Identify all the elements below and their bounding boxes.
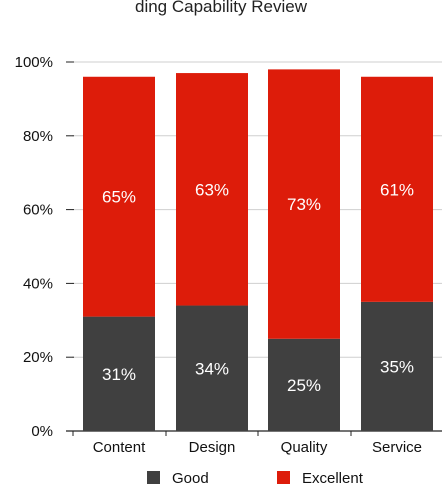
data-label: 61% <box>380 180 414 199</box>
bar-good-content <box>83 316 155 431</box>
y-tick-label: 40% <box>23 275 53 292</box>
bar-excellent-service <box>361 76 433 302</box>
bar-excellent-design <box>176 73 248 306</box>
y-tick-label: 60% <box>23 202 53 219</box>
data-label: 31% <box>102 365 136 384</box>
legend: Good Excellent <box>147 470 364 486</box>
x-tick-label: Content <box>93 439 146 456</box>
data-label: 25% <box>287 376 321 395</box>
data-label: 73% <box>287 195 321 214</box>
legend-label-excellent: Excellent <box>302 470 364 486</box>
y-tick-label: 20% <box>23 349 53 366</box>
legend-swatch-excellent <box>277 471 290 484</box>
bar-good-quality <box>268 338 340 431</box>
x-tick-label: Quality <box>281 439 328 456</box>
bar-excellent-content <box>83 76 155 317</box>
legend-swatch-good <box>147 471 160 484</box>
bar-good-design <box>176 305 248 431</box>
data-label: 34% <box>195 359 229 378</box>
x-axis: Content Design Quality Service <box>93 439 422 456</box>
bars <box>83 69 433 431</box>
chart-title: ding Capability Review <box>135 0 308 16</box>
bar-excellent-quality <box>268 69 340 339</box>
data-label: 63% <box>195 180 229 199</box>
y-tick-label: 0% <box>31 423 53 440</box>
y-tick-label: 80% <box>23 128 53 145</box>
bar-labels: 31% 65% 34% 63% 25% 73% 35% 61% <box>102 180 414 395</box>
x-tick-label: Service <box>372 439 422 456</box>
bar-good-service <box>361 301 433 431</box>
data-label: 35% <box>380 357 414 376</box>
legend-label-good: Good <box>172 470 209 486</box>
data-label: 65% <box>102 188 136 207</box>
x-tick-label: Design <box>189 439 236 456</box>
y-tick-label: 100% <box>15 54 53 71</box>
